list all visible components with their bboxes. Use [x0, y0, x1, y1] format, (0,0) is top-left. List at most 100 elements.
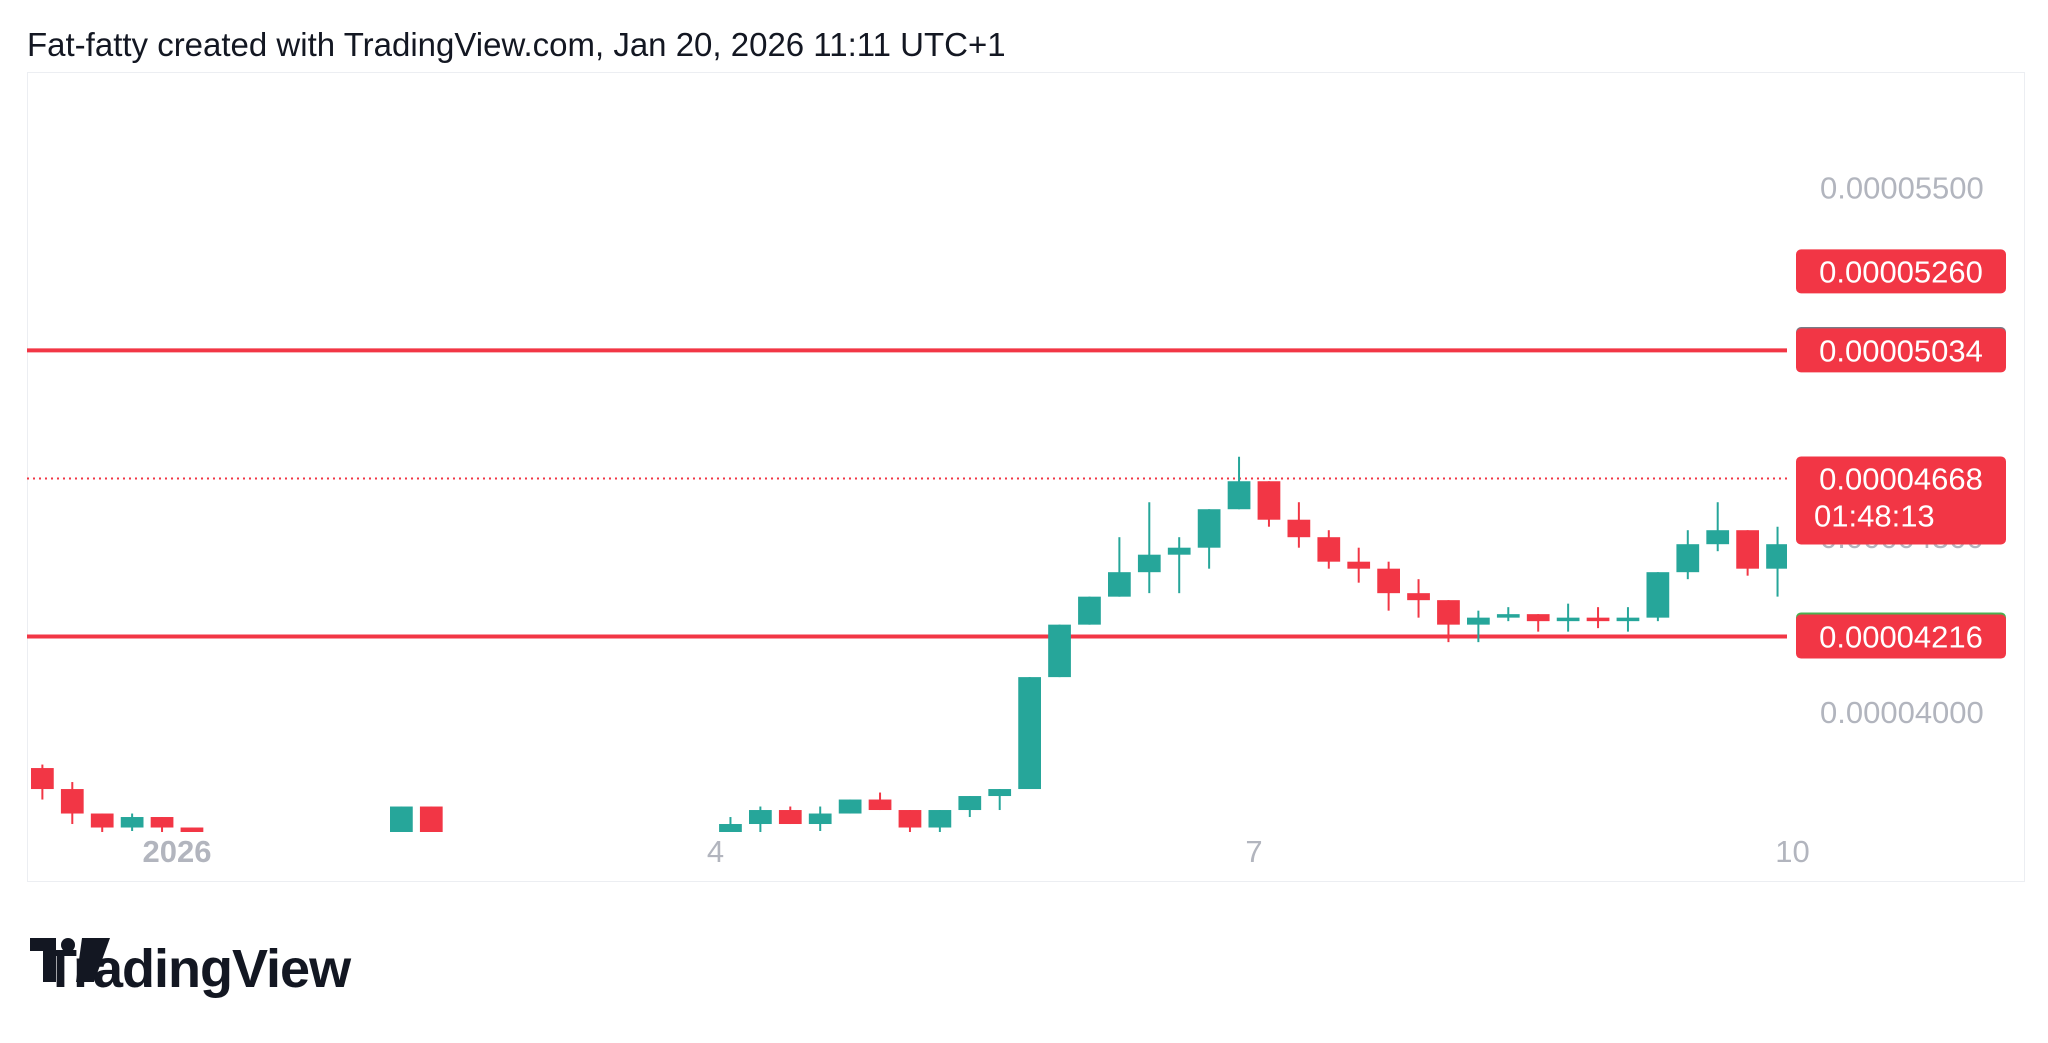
candle	[808, 806, 832, 832]
candle-body	[570, 869, 593, 879]
price-labels: 0.000052600.000050380.000050340.00004668…	[1796, 249, 2006, 659]
candle-body	[1108, 572, 1131, 597]
candle-body	[510, 855, 533, 876]
candle-body	[1946, 376, 1969, 383]
candle-body	[928, 810, 952, 828]
candle	[898, 810, 922, 832]
price-label-text: 0.00005034	[1819, 333, 1983, 368]
candle	[211, 852, 234, 876]
candle	[1586, 607, 1610, 629]
candle	[1496, 607, 1520, 622]
candle	[1108, 537, 1131, 597]
candle	[1048, 624, 1071, 678]
candle	[599, 855, 622, 869]
candle	[1916, 373, 1939, 460]
candle	[838, 799, 862, 814]
time-tick-label: 4	[707, 834, 724, 869]
price-tick-label: 0.00004000	[1820, 695, 1984, 730]
candle-body	[300, 887, 323, 900]
tradingview-logo-icon	[30, 938, 110, 982]
candle-body	[1736, 530, 1759, 569]
candle-body	[1467, 617, 1490, 625]
candle-body	[1287, 519, 1311, 538]
candle	[988, 789, 1012, 811]
candle-body	[1706, 530, 1730, 545]
candle	[659, 845, 682, 866]
candle-body	[868, 799, 892, 811]
candle	[1736, 530, 1759, 576]
candle-body	[659, 849, 682, 856]
candle-body	[958, 796, 982, 811]
candle	[1616, 607, 1640, 632]
candle	[450, 869, 473, 893]
candle	[749, 806, 772, 832]
candle-body	[150, 817, 174, 828]
price-label: 0.00004216	[1796, 614, 2006, 659]
candle	[1197, 509, 1221, 569]
candle-body	[1167, 547, 1191, 555]
countdown-text: 01:48:13	[1814, 498, 1935, 533]
candle-body	[60, 789, 84, 814]
candle	[540, 873, 563, 887]
candle	[480, 855, 503, 890]
candle	[1167, 537, 1191, 594]
candle-body	[1347, 561, 1371, 569]
candle	[1407, 579, 1430, 618]
candle	[270, 862, 293, 900]
tradingview-logo[interactable]: TradingView	[30, 938, 351, 1000]
candle-body	[778, 810, 802, 825]
horizontal-levels[interactable]	[27, 348, 1787, 639]
candle-body	[180, 827, 204, 832]
candle-body	[450, 876, 473, 883]
time-axis[interactable]: 2026471013161922252	[143, 834, 2048, 869]
candle-body	[1, 765, 24, 768]
candle	[1646, 572, 1670, 622]
candle	[570, 869, 593, 893]
candle	[1257, 481, 1281, 527]
candle-body	[1137, 554, 1161, 573]
candle	[330, 873, 353, 900]
candle-body	[1227, 481, 1251, 510]
candle-body	[1496, 614, 1520, 618]
candle	[240, 852, 263, 890]
price-label: 0.00005260	[1796, 249, 2006, 294]
candle-body	[1586, 617, 1610, 622]
candle-body	[898, 810, 922, 828]
candle	[510, 855, 533, 890]
candle	[1078, 596, 1101, 625]
candle	[1526, 614, 1550, 632]
candle-body	[1616, 617, 1640, 622]
candle	[719, 817, 742, 832]
candle	[1, 754, 24, 775]
candle	[360, 887, 383, 900]
candle	[2006, 233, 2029, 310]
candle-body	[419, 806, 443, 832]
candle-body	[599, 859, 622, 869]
candle-body	[1437, 600, 1460, 625]
candle-body	[1048, 624, 1071, 678]
candle	[180, 827, 204, 832]
candle	[1706, 502, 1730, 552]
candle-body	[1526, 614, 1550, 622]
candle-body	[1257, 481, 1281, 520]
candle	[1227, 456, 1251, 510]
candle-body	[540, 876, 563, 879]
candle-body	[2035, 222, 2048, 246]
candle	[1676, 530, 1700, 580]
candle-body	[1317, 537, 1341, 562]
candle-body	[360, 887, 383, 894]
candle	[1766, 526, 1787, 597]
candle	[629, 849, 652, 859]
candle-body	[838, 799, 862, 814]
candle-body	[1646, 572, 1670, 618]
candle	[1287, 502, 1311, 548]
chart-caption: Fat-fatty created with TradingView.com, …	[27, 26, 1006, 63]
candle-body	[120, 817, 144, 828]
candle	[2035, 205, 2048, 282]
candle-body	[1018, 677, 1041, 790]
candle-body	[1676, 544, 1700, 573]
price-label-box	[1796, 249, 2006, 294]
candle-body	[330, 887, 353, 900]
candle	[390, 806, 413, 832]
